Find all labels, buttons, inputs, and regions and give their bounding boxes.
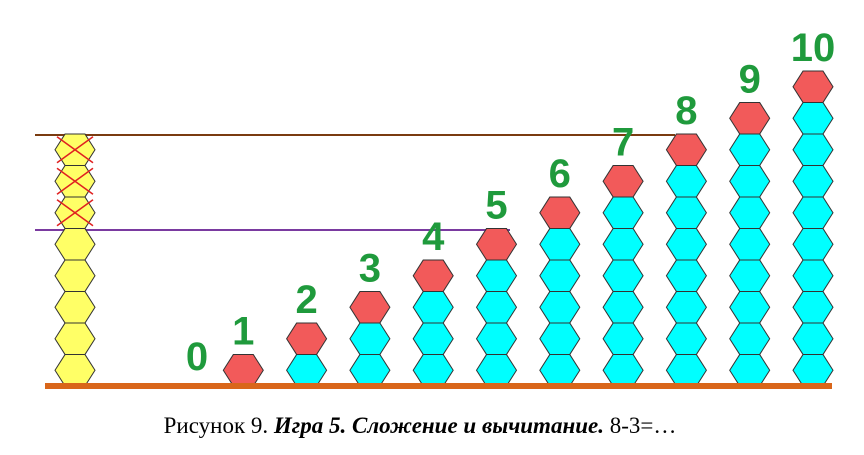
cyan-hexagon (349, 354, 391, 387)
yellow-hexagon (54, 228, 96, 261)
cyan-hexagon (475, 322, 518, 355)
yellow-hexagon (54, 291, 96, 324)
cyan-hexagon (602, 322, 644, 355)
cyan-hexagon (665, 165, 707, 198)
cyan-hexagon (665, 228, 707, 261)
yellow-hexagon (54, 322, 96, 355)
caption-prefix: Рисунок 9. (164, 413, 274, 438)
cyan-hexagon (665, 354, 707, 387)
count-label: 0 (186, 335, 208, 379)
cyan-hexagon (412, 354, 454, 387)
cyan-hexagon (539, 259, 581, 292)
cyan-hexagon (792, 133, 834, 166)
cyan-hexagon (602, 259, 644, 292)
cyan-hexagon (792, 102, 834, 135)
cyan-hexagon (349, 322, 391, 355)
cross (56, 167, 94, 195)
red-hexagon (475, 228, 518, 261)
cyan-hexagon (792, 354, 834, 387)
cyan-hexagon (412, 291, 454, 324)
cross (56, 199, 94, 227)
red-hexagon (792, 70, 834, 103)
cross (56, 136, 94, 164)
red-hexagon (286, 322, 328, 355)
cyan-hexagon (792, 196, 834, 229)
cyan-hexagon (475, 259, 518, 292)
count-label: 1 (232, 310, 254, 354)
cyan-hexagon (286, 354, 328, 387)
cyan-hexagon (665, 259, 707, 292)
cyan-hexagon (729, 133, 771, 166)
cyan-hexagon (792, 291, 834, 324)
cyan-hexagon (602, 291, 644, 324)
cyan-hexagon (539, 322, 581, 355)
cyan-hexagon (539, 291, 581, 324)
red-hexagon (222, 354, 264, 387)
cyan-hexagon (792, 322, 834, 355)
cyan-hexagon (539, 228, 581, 261)
count-label: 6 (549, 152, 571, 196)
count-label: 4 (422, 215, 445, 259)
cyan-hexagon (729, 196, 771, 229)
red-hexagon (729, 102, 771, 135)
cyan-hexagon (792, 259, 834, 292)
count-label: 7 (612, 121, 634, 165)
cyan-hexagon (602, 196, 644, 229)
cyan-hexagon (475, 291, 518, 324)
count-label: 3 (359, 247, 381, 291)
caption-title: Игра 5. Сложение и вычитание. (273, 413, 604, 438)
red-hexagon (665, 133, 707, 166)
cyan-hexagon (665, 196, 707, 229)
red-hexagon (539, 196, 581, 229)
cyan-hexagon (792, 165, 834, 198)
count-label: 8 (675, 89, 697, 133)
cyan-hexagon (602, 228, 644, 261)
cyan-hexagon (729, 228, 771, 261)
red-hexagon (602, 165, 644, 198)
yellow-column (54, 133, 96, 387)
cyan-hexagon (412, 322, 454, 355)
cyan-hexagon (539, 354, 581, 387)
cyan-hexagon (665, 322, 707, 355)
cyan-hexagon (729, 259, 771, 292)
cyan-hexagon (665, 291, 707, 324)
count-label: 2 (295, 278, 317, 322)
cyan-hexagon (729, 165, 771, 198)
count-label: 9 (739, 58, 761, 102)
count-label: 10 (791, 26, 836, 70)
base-line (45, 383, 832, 389)
yellow-hexagon (54, 259, 96, 292)
red-hexagon (349, 291, 391, 324)
red-hexagon (412, 259, 454, 292)
count-label: 5 (485, 184, 507, 228)
cyan-hexagon (792, 228, 834, 261)
caption: Рисунок 9. Игра 5. Сложение и вычитание.… (164, 413, 677, 438)
cyan-hexagon (729, 291, 771, 324)
caption-expression: 8-3=… (604, 413, 676, 438)
cyan-hexagon (602, 354, 644, 387)
cyan-hexagon (475, 354, 518, 387)
cyan-hexagon (729, 322, 771, 355)
cyan-hexagon (729, 354, 771, 387)
yellow-hexagon (54, 354, 96, 387)
